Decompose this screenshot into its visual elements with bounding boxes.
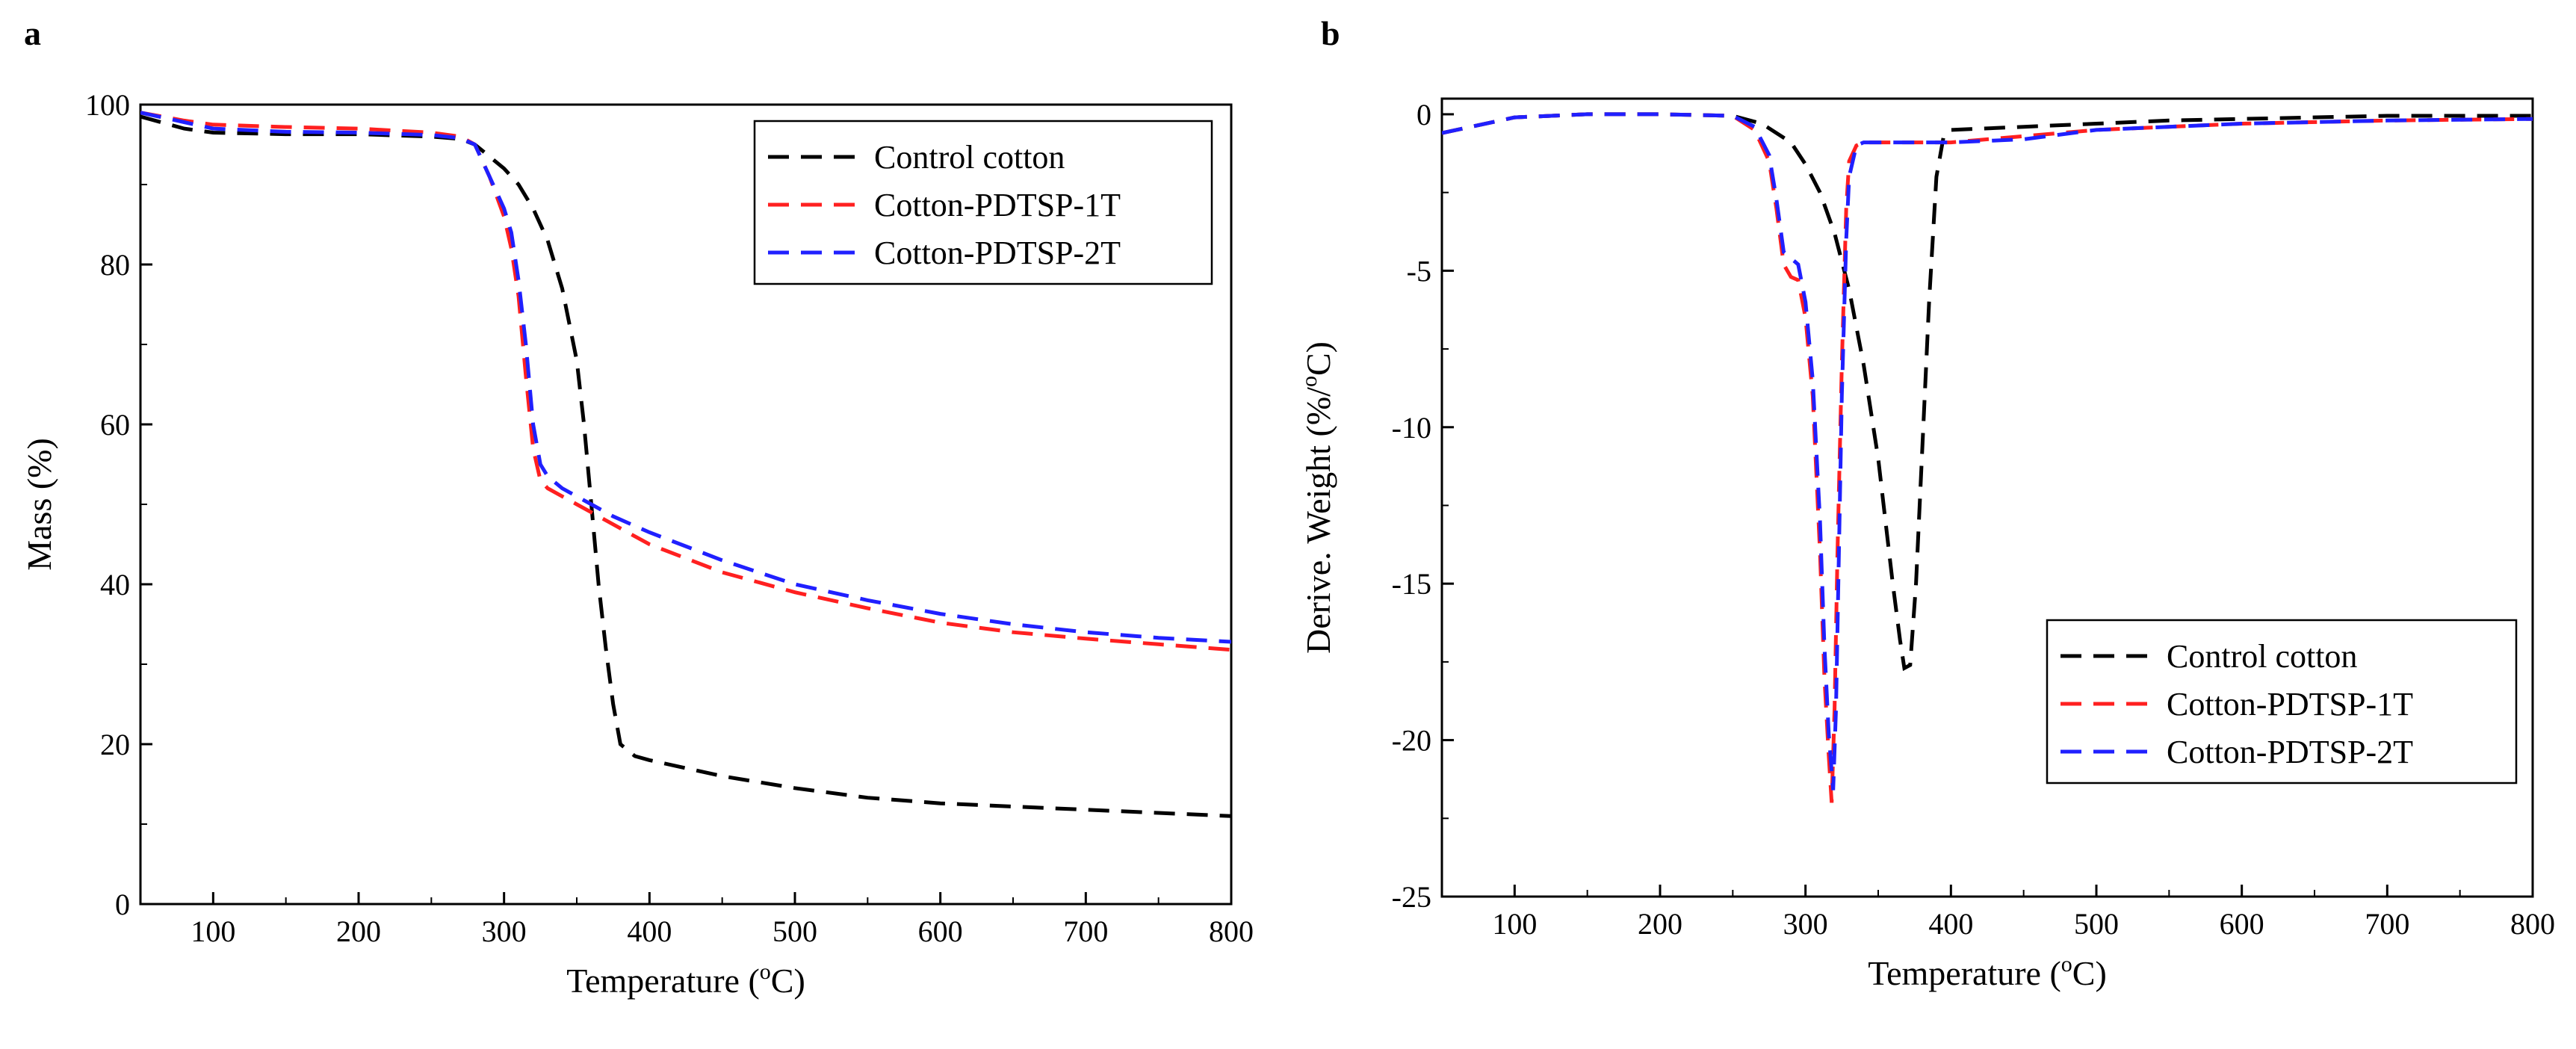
x-tick-label: 100 (191, 915, 235, 948)
y-tick-label: -20 (1392, 724, 1431, 758)
series-line-cotton-pdtsp-1t (140, 111, 1231, 652)
y-tick-label: 80 (100, 248, 130, 282)
y-tick-label: 0 (1417, 98, 1431, 131)
x-tick-label: 300 (1783, 907, 1828, 941)
x-tick-label: 300 (482, 915, 527, 948)
x-tick-label: 700 (2365, 907, 2409, 941)
x-tick-label: 800 (2510, 907, 2555, 941)
x-tick-label: 200 (1638, 907, 1682, 941)
x-tick-label: 800 (1209, 915, 1254, 948)
series-line-control-cotton (1442, 112, 2533, 672)
x-tick-label: 600 (2220, 907, 2264, 941)
x-tick-label: 600 (918, 915, 963, 948)
series-line-cotton-pdtsp-1t (1442, 112, 2533, 803)
panel-label: a (24, 14, 41, 52)
legend: Control cotton Cotton-PDTSP-1T Cotton-PDTS… (753, 120, 1213, 285)
x-tick-label: 500 (2074, 907, 2119, 941)
series-line-control-cotton (140, 114, 1231, 818)
x-tick-label: 400 (1928, 907, 1973, 941)
legend-entry: Cotton-PDTSP-1T (874, 187, 1121, 223)
y-tick-label: 60 (100, 408, 130, 442)
y-tick-label: 0 (115, 888, 130, 921)
x-tick-label: 100 (1492, 907, 1537, 941)
y-axis-label: Mass (%) (20, 438, 58, 571)
legend-entry: Cotton-PDTSP-1T (2167, 686, 2413, 722)
y-tick-label: -25 (1392, 880, 1431, 914)
y-tick-label: -5 (1407, 254, 1431, 288)
y-tick-label: 100 (85, 88, 130, 122)
plot-frame (1440, 97, 2534, 898)
x-tick-label: 200 (336, 915, 381, 948)
chart-panel-a: a 100 200 300 400 500 600 700 800 0 20 40 60 80 100 Tem… (20, 14, 1254, 1000)
legend-entry: Cotton-PDTSP-2T (874, 235, 1121, 271)
y-axis-label: Derive. Weight (%/oC) (1297, 341, 1337, 654)
legend-entry: Control cotton (874, 139, 1065, 176)
x-axis-label: Temperature (oC) (566, 959, 805, 1000)
legend: Control cotton Cotton-PDTSP-1T Cotton-PDTS… (2046, 619, 2518, 785)
y-tick-label: 20 (100, 728, 130, 761)
legend-entry: Control cotton (2167, 638, 2357, 675)
y-tick-label: 40 (100, 568, 130, 601)
legend-box (2046, 619, 2518, 785)
y-tick-label: -10 (1392, 411, 1431, 445)
x-axis-label: Temperature (oC) (1868, 952, 2107, 992)
x-tick-label: 500 (773, 915, 817, 948)
legend-box (753, 120, 1213, 285)
legend-entry: Cotton-PDTSP-2T (2167, 734, 2413, 770)
series-line-cotton-pdtsp-2t (140, 111, 1231, 644)
x-tick-label: 700 (1063, 915, 1108, 948)
panel-label: b (1321, 14, 1340, 52)
y-tick-label: -15 (1392, 567, 1431, 601)
chart-panel-b: b 100 200 300 400 500 600 700 800 0 -5 -10 -15 -20 -25… (1297, 14, 2555, 992)
x-tick-label: 400 (627, 915, 672, 948)
